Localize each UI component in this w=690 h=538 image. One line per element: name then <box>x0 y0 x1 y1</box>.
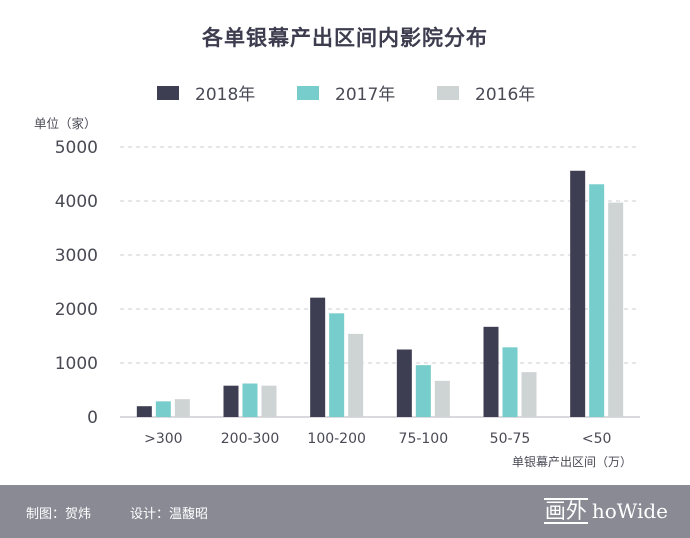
bar <box>261 385 277 417</box>
x-tick-label: 200-300 <box>221 431 280 447</box>
legend-label-2016: 2016年 <box>475 85 536 105</box>
x-axis-label: 单银幕产出区间（万） <box>511 455 632 469</box>
bar <box>608 202 624 417</box>
bar <box>396 349 412 417</box>
bar <box>521 372 537 417</box>
x-tick-label: >300 <box>144 431 182 447</box>
bar <box>223 385 239 417</box>
bar <box>502 347 518 417</box>
legend-label-2018: 2018年 <box>195 85 256 105</box>
bar <box>310 297 326 417</box>
bar <box>570 170 586 417</box>
howide-logo: 画外 hoWide <box>543 497 668 525</box>
legend-swatch-2017 <box>297 85 319 100</box>
x-tick-label: <50 <box>582 431 612 447</box>
bar <box>329 313 345 417</box>
legend-swatch-2018 <box>157 85 179 100</box>
bar <box>242 383 258 417</box>
bar <box>483 326 499 417</box>
bar <box>589 184 605 417</box>
legend-swatch-2016 <box>437 85 459 100</box>
y-axis-label: 单位（家） <box>34 116 97 131</box>
bar <box>155 401 171 417</box>
bar <box>348 333 364 417</box>
bar <box>415 365 431 417</box>
legend-item-2017: 2017年 <box>297 80 395 105</box>
y-tick-label: 4000 <box>55 192 98 212</box>
y-tick-label: 2000 <box>55 300 98 320</box>
logo-en-text: hoWide <box>591 499 668 523</box>
legend-item-2016: 2016年 <box>437 80 535 105</box>
designer-credit: 设计：温馥昭 <box>130 507 209 522</box>
y-tick-label: 1000 <box>55 354 98 374</box>
bar <box>434 380 450 417</box>
bar <box>174 399 190 417</box>
producer-credit: 制图：贺炜 <box>26 507 92 522</box>
logo-cn-text: 画外 <box>543 498 588 524</box>
chart-title: 各单银幕产出区间内影院分布 <box>202 26 488 50</box>
footer: 制图：贺炜 设计：温馥昭 画外 hoWide <box>0 485 690 538</box>
y-tick-label: 5000 <box>55 138 98 158</box>
legend: 2018年 2017年 2016年 <box>0 80 690 105</box>
y-tick-label: 3000 <box>55 246 98 266</box>
legend-item-2018: 2018年 <box>157 80 255 105</box>
legend-label-2017: 2017年 <box>335 85 396 105</box>
x-tick-label: 50-75 <box>490 431 531 447</box>
y-tick-label: 0 <box>87 408 98 428</box>
x-tick-label: 100-200 <box>307 431 366 447</box>
bar <box>136 406 152 417</box>
bar-chart: 0 1000 2000 3000 4000 5000 >300 200-300 100-200 7… <box>55 138 640 447</box>
x-tick-label: 75-100 <box>399 431 449 447</box>
